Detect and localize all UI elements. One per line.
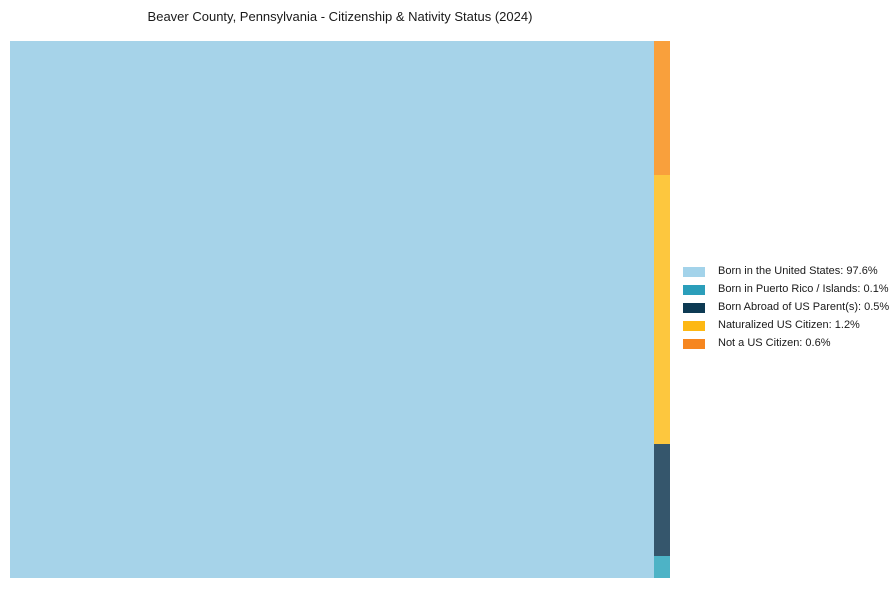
legend-swatch-not-a-us-citizen bbox=[683, 338, 705, 349]
legend: Born in the United States: 97.6% Born in … bbox=[683, 266, 889, 356]
treemap-cell-not-a-us-citizen bbox=[654, 41, 670, 176]
legend-label: Naturalized US Citizen: 1.2% bbox=[718, 319, 860, 331]
treemap-cell-born-in-us bbox=[10, 41, 655, 578]
legend-label: Born Abroad of US Parent(s): 0.5% bbox=[718, 301, 889, 313]
legend-swatch-born-in-us bbox=[683, 266, 705, 277]
treemap-cell-naturalized-us-citizen bbox=[654, 175, 670, 444]
legend-item-born-in-us: Born in the United States: 97.6% bbox=[683, 266, 889, 277]
legend-label: Not a US Citizen: 0.6% bbox=[718, 337, 831, 349]
legend-item-born-in-puerto-rico-islands: Born in Puerto Rico / Islands: 0.1% bbox=[683, 284, 889, 295]
legend-item-not-a-us-citizen: Not a US Citizen: 0.6% bbox=[683, 338, 889, 349]
treemap bbox=[10, 41, 670, 578]
legend-item-born-abroad-us-parents: Born Abroad of US Parent(s): 0.5% bbox=[683, 302, 889, 313]
legend-item-naturalized-us-citizen: Naturalized US Citizen: 1.2% bbox=[683, 320, 889, 331]
treemap-cell-born-abroad-us-parents bbox=[654, 443, 670, 556]
legend-swatch-naturalized-us-citizen bbox=[683, 320, 705, 331]
chart-title: Beaver County, Pennsylvania - Citizenshi… bbox=[147, 9, 533, 24]
legend-label: Born in the United States: 97.6% bbox=[718, 265, 878, 277]
legend-label: Born in Puerto Rico / Islands: 0.1% bbox=[718, 283, 889, 295]
legend-swatch-born-abroad-us-parents bbox=[683, 302, 705, 313]
legend-swatch-born-in-puerto-rico-islands bbox=[683, 284, 705, 295]
treemap-cell-born-in-puerto-rico-islands bbox=[654, 555, 670, 578]
